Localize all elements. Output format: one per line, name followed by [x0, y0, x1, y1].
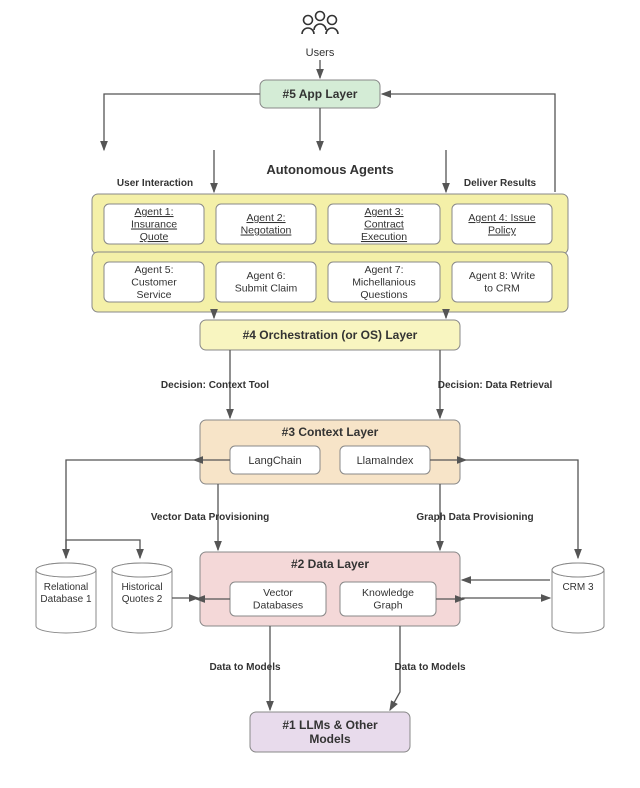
context-layer-label: #3 Context Layer: [282, 425, 379, 439]
cylinder-2-label: CRM 3: [562, 582, 594, 593]
label-user-interaction: User Interaction: [117, 178, 193, 189]
label-deliver-results: Deliver Results: [464, 178, 537, 189]
orch-layer-label: #4 Orchestration (or OS) Layer: [243, 328, 418, 342]
cylinder-2-cap: [552, 563, 604, 577]
label-decision-context: Decision: Context Tool: [161, 380, 269, 391]
arrow-reldb-loop: [66, 540, 140, 558]
data-layer-label: #2 Data Layer: [291, 557, 369, 571]
label-vector-prov: Vector Data Provisioning: [151, 512, 269, 523]
arrow-app-agents-left: [104, 94, 260, 150]
arrow-context-to-reldb: [66, 460, 194, 558]
agent-5-label: Agent 5:CustomerService: [131, 264, 177, 301]
context-node-0-label: LangChain: [248, 455, 301, 467]
architecture-diagram: Users #5 App Layer Autonomous Agents Agent …: [0, 0, 640, 788]
users-icon: [302, 12, 338, 35]
cylinder-1-cap: [112, 563, 172, 577]
users-label: Users: [306, 47, 335, 59]
label-data-models-l: Data to Models: [209, 662, 281, 673]
cylinder-0-label: RelationalDatabase 1: [40, 582, 92, 605]
label-data-models-r: Data to Models: [394, 662, 466, 673]
cylinder-0-cap: [36, 563, 96, 577]
cylinder-1-label: HistoricalQuotes 2: [121, 582, 162, 605]
agent-2-label: Agent 2:Negotation: [241, 212, 292, 237]
agent-3-label: Agent 3:ContractExecution: [361, 206, 407, 243]
arrow-context-to-crm: [466, 460, 578, 558]
label-decision-retrieval: Decision: Data Retrieval: [438, 380, 553, 391]
app-layer-label: #5 App Layer: [283, 87, 358, 101]
label-graph-prov: Graph Data Provisioning: [416, 512, 533, 523]
context-node-1-label: LlamaIndex: [357, 455, 414, 467]
cylinder-2: [552, 570, 604, 633]
agents-title: Autonomous Agents: [266, 162, 393, 177]
